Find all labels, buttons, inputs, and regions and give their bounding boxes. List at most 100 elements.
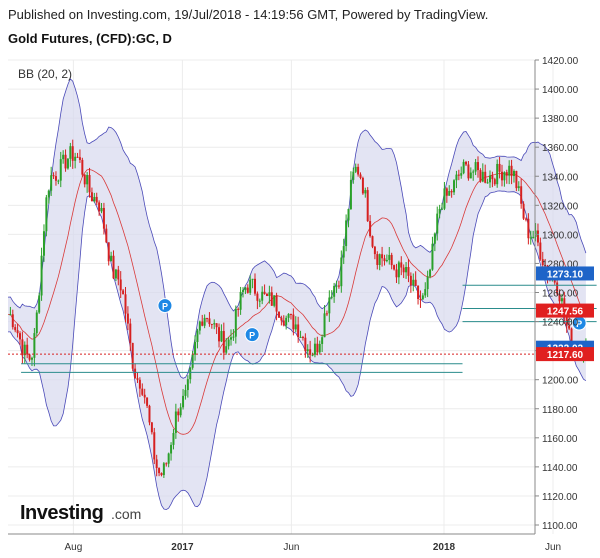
candle-body: [110, 255, 113, 262]
marker-circle: [244, 327, 260, 343]
candle-body: [457, 174, 460, 176]
candle-body: [148, 405, 151, 423]
candle-body: [251, 278, 254, 280]
candle-body: [381, 254, 384, 259]
logo-word: Investing: [20, 502, 103, 524]
candle-body: [268, 292, 271, 296]
candle-body: [419, 298, 422, 300]
candle-body: [469, 172, 472, 179]
marker-circle: [157, 298, 173, 314]
candle-body: [477, 162, 480, 171]
y-tick-label: 1180.00: [542, 405, 578, 416]
logo-suffix: .com: [111, 506, 141, 522]
candle-body: [438, 208, 441, 214]
candle-body: [208, 318, 211, 325]
candle-body: [371, 236, 374, 247]
candle-body: [304, 337, 307, 352]
candle-body: [421, 295, 424, 300]
candle-body: [40, 255, 43, 296]
candle-body: [146, 397, 149, 406]
candle-body: [220, 331, 223, 342]
price-label-text: 1247.56: [547, 307, 584, 318]
x-axis: Aug2017Jun2018JunNov: [8, 533, 561, 553]
price-label: 1273.10: [536, 266, 594, 281]
marker-p[interactable]: P: [244, 327, 260, 343]
candle-body: [134, 368, 137, 379]
candle-body: [450, 191, 453, 193]
band-fill: [8, 78, 586, 510]
candle-body: [349, 179, 352, 210]
candle-body: [11, 314, 14, 328]
candle-body: [57, 180, 60, 182]
candle-body: [186, 379, 189, 391]
candle-body: [62, 154, 65, 160]
candle-body: [400, 262, 403, 268]
candle-body: [510, 165, 513, 177]
candle-body: [369, 221, 372, 237]
candle-body: [210, 324, 213, 326]
candle-body: [508, 165, 511, 176]
y-tick-label: 1100.00: [542, 521, 578, 532]
candle-body: [249, 279, 252, 293]
y-tick-label: 1120.00: [542, 492, 578, 503]
candle-body: [373, 246, 376, 255]
candle-body: [306, 349, 309, 352]
candle-body: [83, 174, 86, 185]
candle-body: [445, 188, 448, 196]
price-label-box: [536, 303, 594, 318]
candle-body: [289, 313, 292, 315]
y-tick-label: 1340.00: [542, 172, 579, 183]
candle-body: [126, 313, 129, 324]
candle-body: [491, 175, 494, 180]
candle-body: [218, 327, 221, 342]
candle-body: [536, 230, 539, 243]
candle-body: [81, 159, 84, 175]
candle-body: [412, 279, 415, 286]
candle-body: [364, 190, 367, 194]
candle-body: [179, 407, 182, 416]
candle-body: [527, 218, 530, 239]
candle-body: [568, 325, 571, 329]
candle-body: [33, 333, 36, 358]
candle-body: [52, 175, 55, 177]
candle-body: [498, 163, 501, 172]
candle-body: [560, 298, 563, 302]
candle-body: [321, 337, 324, 344]
y-tick-label: 1280.00: [542, 259, 579, 270]
candle-body: [263, 291, 266, 294]
candle-body: [309, 349, 312, 355]
candle-body: [460, 173, 463, 176]
candle-body: [261, 291, 264, 301]
candle-body: [517, 186, 520, 189]
candle-body: [388, 254, 391, 260]
candle-body: [76, 156, 79, 158]
candle-body: [453, 180, 456, 193]
candle-body: [297, 324, 300, 338]
candle-body: [184, 390, 187, 396]
price-label-box: [536, 266, 594, 281]
price-label-box: [536, 347, 594, 362]
markers[interactable]: P P P: [157, 298, 587, 343]
candle-body: [47, 190, 50, 198]
marker-p[interactable]: P: [157, 298, 173, 314]
candle-body: [496, 163, 499, 185]
plot-area[interactable]: P P P: [7, 59, 600, 535]
candle-body: [424, 289, 427, 296]
y-tick-label: 1300.00: [542, 230, 579, 241]
candle-body: [402, 267, 405, 273]
candle-body: [409, 275, 412, 286]
candle-body: [342, 246, 345, 258]
candle-body: [481, 171, 484, 182]
candle-body: [436, 213, 439, 234]
candle-body: [500, 171, 503, 181]
candle-body: [441, 208, 444, 210]
candle-body: [544, 265, 547, 267]
candle-body: [258, 300, 261, 302]
candle-body: [242, 290, 245, 292]
candle-body: [448, 191, 451, 196]
candle-body: [486, 182, 489, 184]
candle-body: [225, 346, 228, 353]
candle-body: [191, 354, 194, 368]
